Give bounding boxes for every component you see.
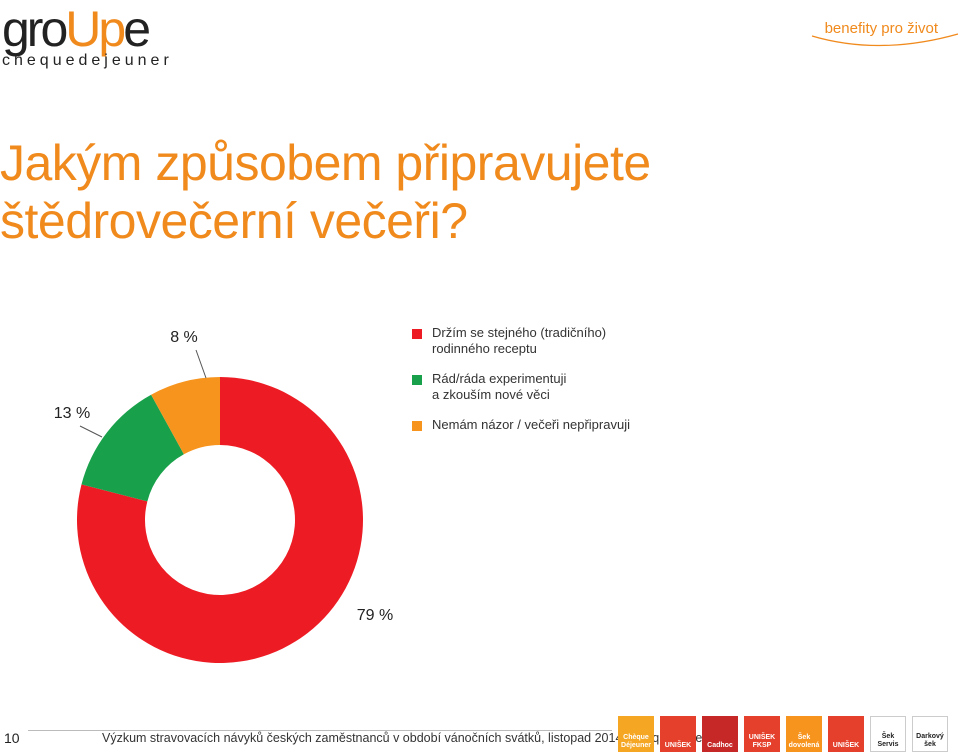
legend-swatch-orange [412, 421, 422, 431]
brand-logo: Chèque Déjeuner [618, 716, 654, 752]
tagline-swoosh-decoration [811, 33, 959, 47]
brand-logo: Cadhoc [702, 716, 738, 752]
leader-line [195, 349, 207, 379]
legend-item-experiment: Rád/ráda experimentuji a zkouším nové vě… [412, 371, 712, 403]
brand-logo: UNIŠEK FKSP [744, 716, 780, 752]
brand-logo: Šek Servis [870, 716, 906, 752]
brand-logo: UNIŠEK [828, 716, 864, 752]
page-title: Jakým způsobem připravujete štědrovečern… [0, 134, 720, 250]
logo-subtitle: chequedejeuner [2, 52, 173, 69]
brand-logo: Darkový šek [912, 716, 948, 752]
donut-leader-lines [79, 349, 207, 438]
percent-label: 8 % [170, 329, 198, 346]
donut-slice-no-opinion [151, 377, 220, 455]
tagline: benefity pro život [825, 20, 938, 37]
brand-logo: UNIŠEK [660, 716, 696, 752]
logo-suffix: e [123, 1, 151, 57]
donut-percent-labels: 79 % 13 % 8 % [54, 329, 393, 624]
footer-divider [28, 730, 612, 731]
title-line-2: štědrovečerní večeři? [0, 193, 468, 249]
legend-label: Rád/ráda experimentuji a zkouším nové vě… [432, 371, 567, 402]
percent-label: 13 % [54, 405, 90, 422]
logo-prefix: gro [2, 1, 68, 57]
title-line-1: Jakým způsobem připravujete [0, 135, 651, 191]
logo-accent: Up [65, 1, 126, 57]
tagline-text: benefity pro život [824, 20, 938, 37]
donut-slices [77, 377, 364, 663]
brand-logo: Šek dovolená [786, 716, 822, 752]
leader-line [79, 425, 103, 438]
legend-swatch-red [412, 329, 422, 339]
legend-item-no-opinion: Nemám názor / večeři nepřipravuji [412, 417, 712, 433]
percent-label: 79 % [357, 607, 393, 624]
legend-swatch-green [412, 375, 422, 385]
donut-slice-traditional [77, 377, 364, 663]
legend-item-traditional: Držím se stejného (tradičního) rodinného… [412, 325, 712, 357]
donut-slice-experiment [81, 394, 184, 502]
groupe-logo: groUpe chequedejeuner [0, 0, 200, 76]
page-number: 10 [4, 730, 20, 746]
chart-legend: Držím se stejného (tradičního) rodinného… [412, 325, 712, 447]
legend-label: Držím se stejného (tradičního) rodinného… [432, 325, 607, 356]
footer-source-text: Výzkum stravovacích návyků českých zaměs… [102, 731, 728, 745]
brand-logo-strip: Chèque Déjeuner UNIŠEK Cadhoc UNIŠEK FKSP Še… [618, 716, 948, 752]
legend-label: Nemám názor / večeři nepřipravuji [432, 417, 630, 432]
logo-wordmark: groUpe [2, 1, 151, 57]
donut-chart: 79 % 13 % 8 % [54, 329, 393, 663]
